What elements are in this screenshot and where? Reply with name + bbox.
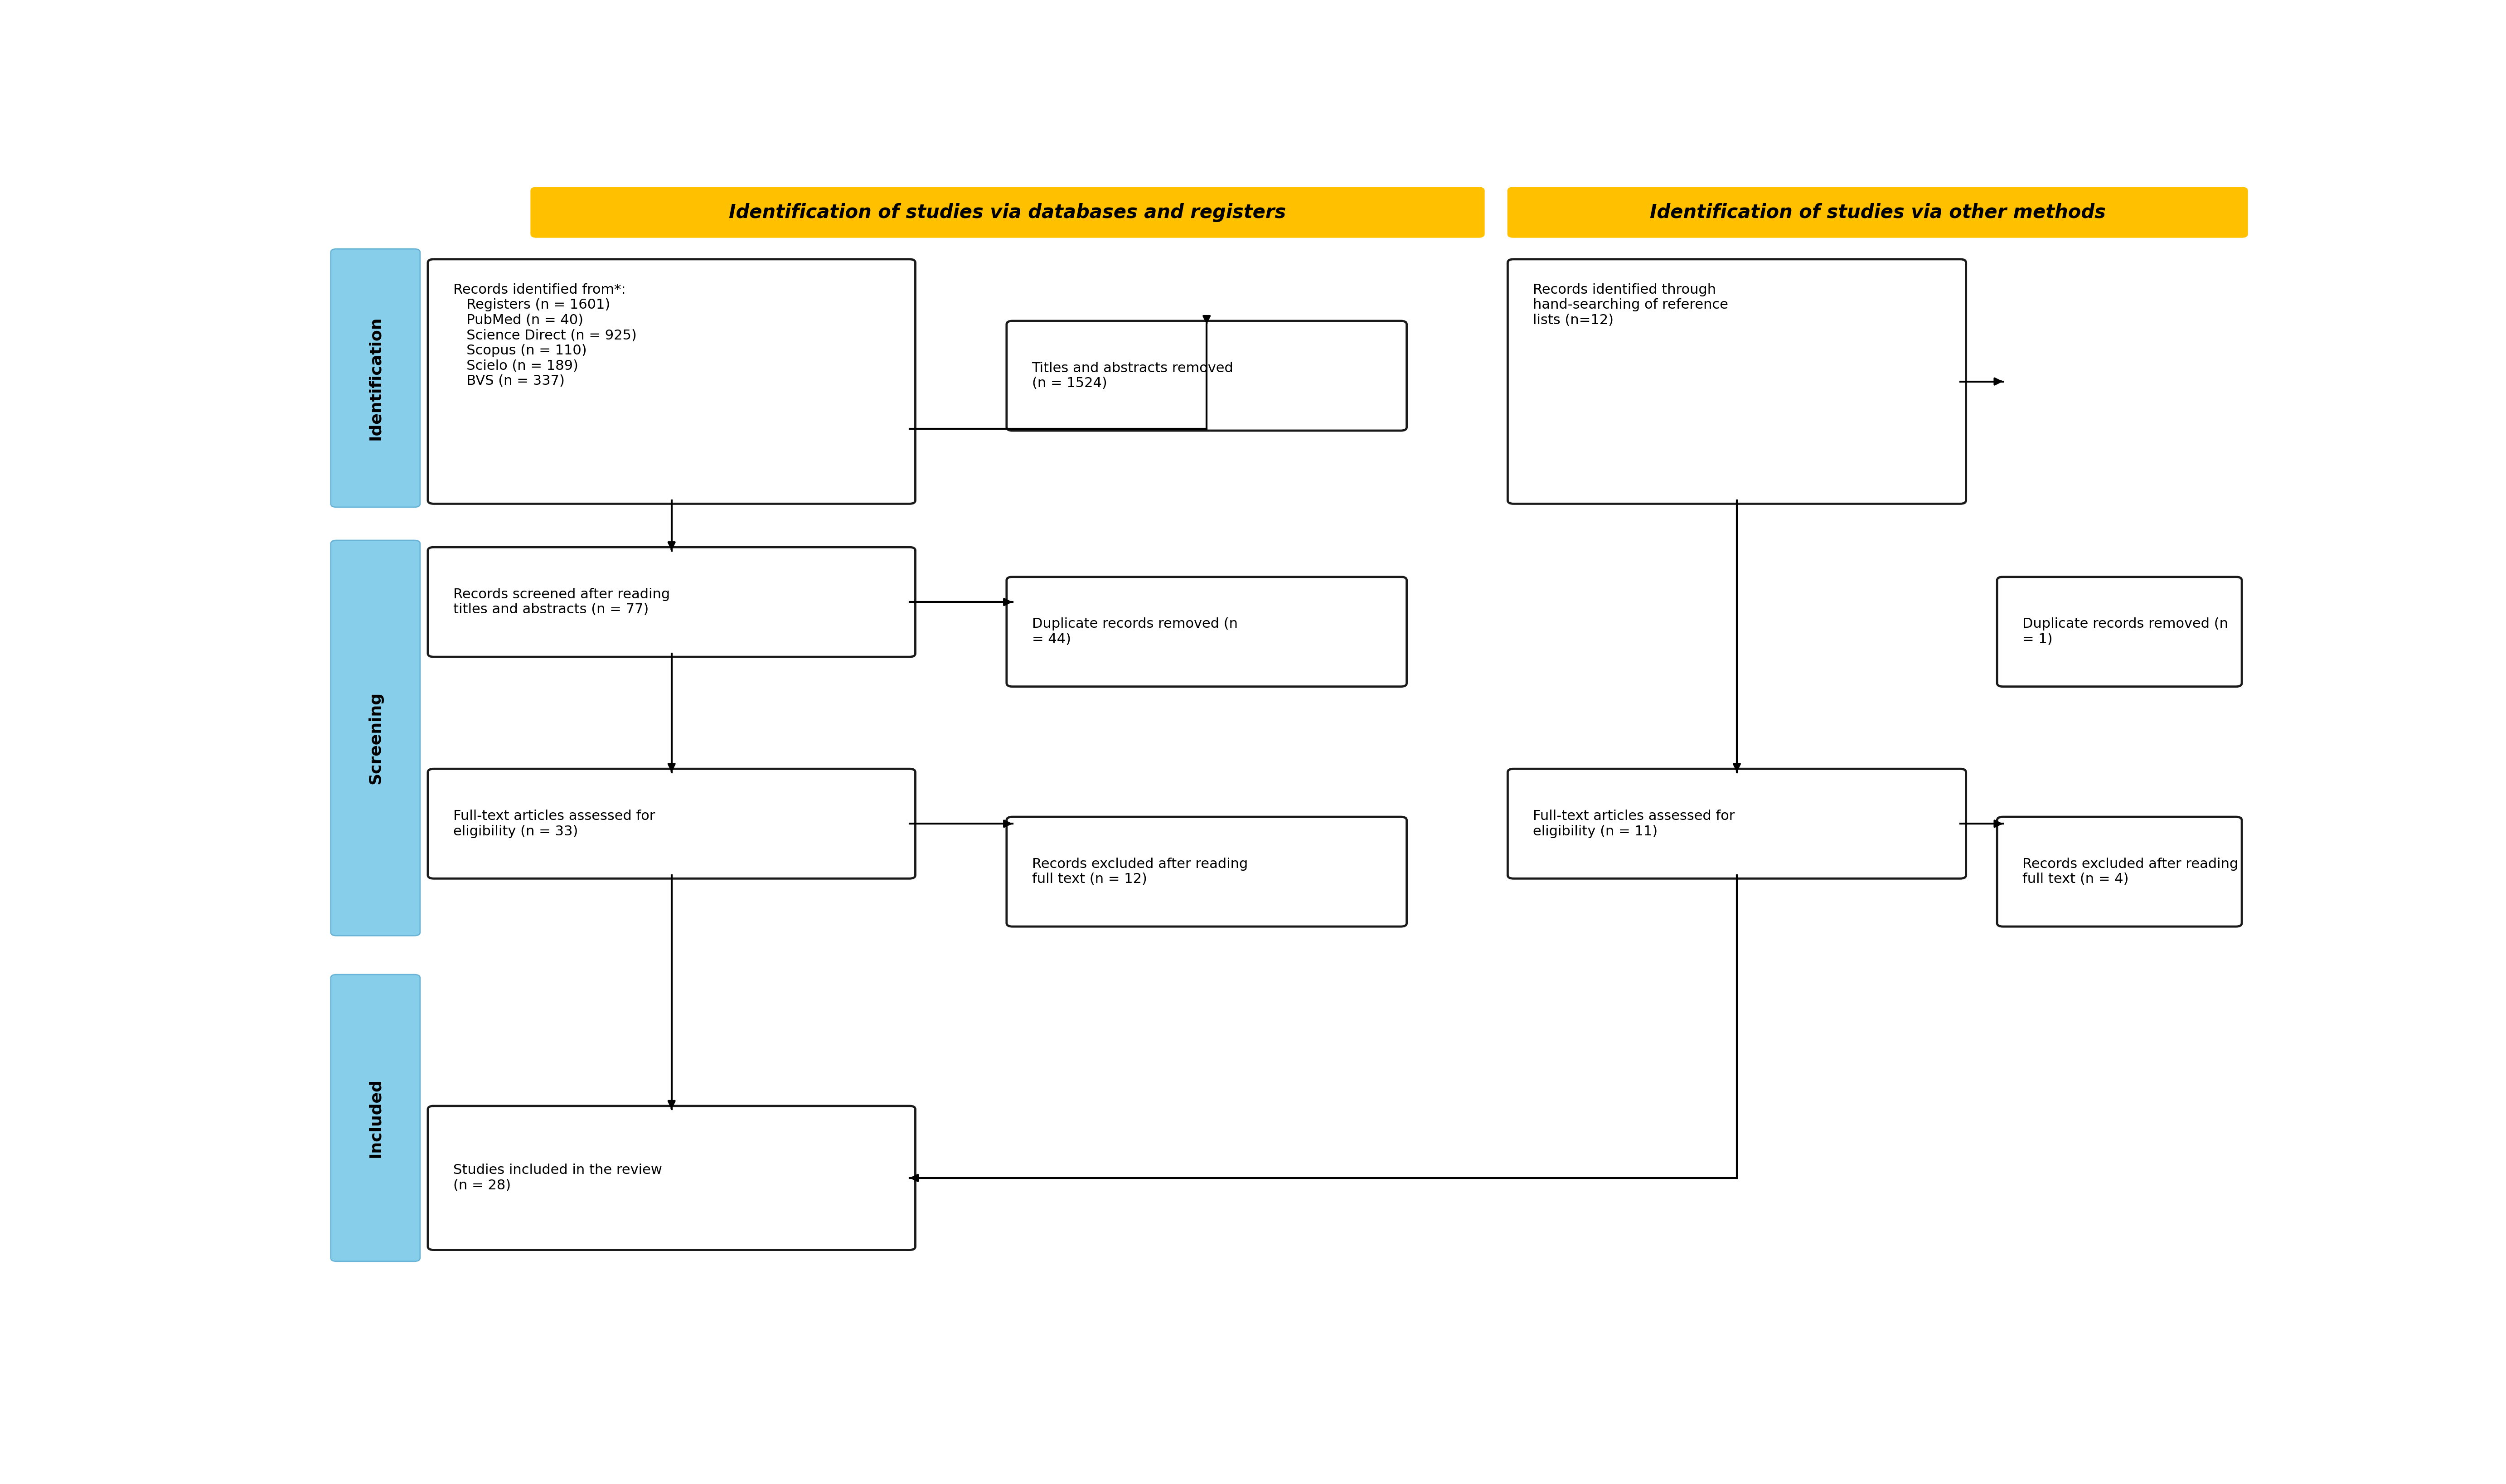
Text: Records identified through
hand-searching of reference
lists (n=12): Records identified through hand-searchin…	[1534, 283, 1729, 326]
Text: Records excluded after reading
full text (n = 4): Records excluded after reading full text…	[2022, 858, 2238, 886]
Text: Identification of studies via other methods: Identification of studies via other meth…	[1649, 203, 2105, 223]
FancyBboxPatch shape	[1509, 187, 2248, 237]
FancyBboxPatch shape	[1509, 769, 1967, 879]
Text: Duplicate records removed (n
= 44): Duplicate records removed (n = 44)	[1032, 617, 1238, 646]
Text: Identification of studies via databases and registers: Identification of studies via databases …	[729, 203, 1286, 223]
FancyBboxPatch shape	[1997, 816, 2243, 926]
Text: Titles and abstracts removed
(n = 1524): Titles and abstracts removed (n = 1524)	[1032, 362, 1233, 390]
Text: Records screened after reading
titles and abstracts (n = 77): Records screened after reading titles an…	[454, 588, 669, 616]
FancyBboxPatch shape	[331, 249, 421, 508]
Text: Full-text articles assessed for
eligibility (n = 11): Full-text articles assessed for eligibil…	[1534, 809, 1734, 838]
Text: Full-text articles assessed for
eligibility (n = 33): Full-text articles assessed for eligibil…	[454, 809, 654, 838]
FancyBboxPatch shape	[1509, 260, 1967, 503]
FancyBboxPatch shape	[429, 548, 915, 657]
FancyBboxPatch shape	[1007, 577, 1406, 687]
FancyBboxPatch shape	[331, 975, 421, 1261]
FancyBboxPatch shape	[1997, 577, 2243, 687]
Text: Studies included in the review
(n = 28): Studies included in the review (n = 28)	[454, 1163, 662, 1192]
Text: Identification: Identification	[368, 316, 383, 441]
FancyBboxPatch shape	[331, 540, 421, 936]
FancyBboxPatch shape	[531, 187, 1484, 237]
Text: Screening: Screening	[368, 692, 383, 784]
FancyBboxPatch shape	[1007, 816, 1406, 926]
Text: Included: Included	[368, 1079, 383, 1158]
Text: Duplicate records removed (n
= 1): Duplicate records removed (n = 1)	[2022, 617, 2228, 646]
Text: Records excluded after reading
full text (n = 12): Records excluded after reading full text…	[1032, 858, 1248, 886]
Text: Records identified from*:
   Registers (n = 1601)
   PubMed (n = 40)
   Science : Records identified from*: Registers (n =…	[454, 283, 637, 387]
FancyBboxPatch shape	[429, 1106, 915, 1250]
FancyBboxPatch shape	[1007, 321, 1406, 430]
FancyBboxPatch shape	[429, 769, 915, 879]
FancyBboxPatch shape	[429, 260, 915, 503]
